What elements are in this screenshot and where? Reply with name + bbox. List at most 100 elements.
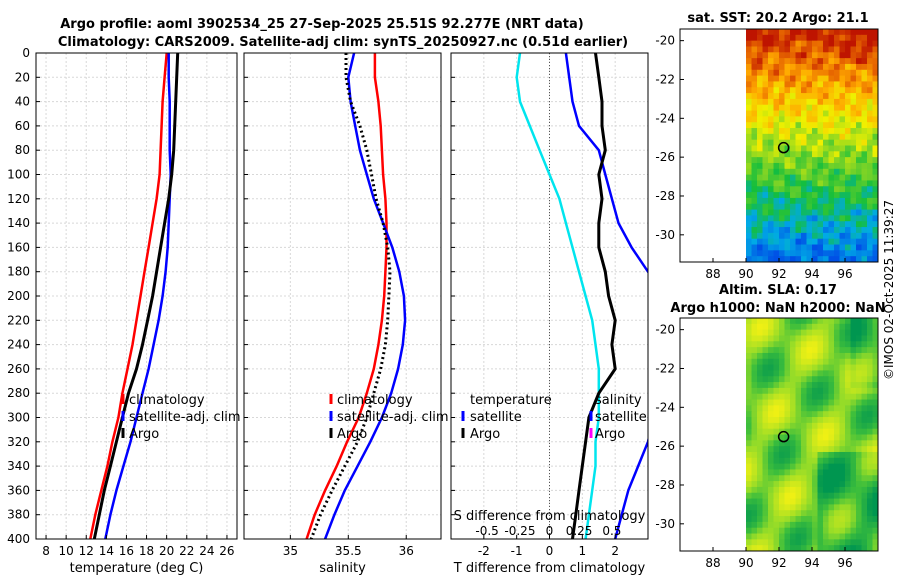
map-cell — [867, 347, 873, 354]
map-cell — [762, 347, 769, 354]
map-cell — [768, 422, 774, 430]
map-cell — [801, 422, 807, 430]
map-cell — [801, 52, 807, 59]
map-cell — [751, 486, 758, 494]
map-cell — [751, 186, 758, 193]
map-cell — [823, 192, 829, 199]
map-cell — [861, 335, 868, 342]
map-cell — [773, 440, 780, 447]
map-cell — [845, 329, 851, 336]
map-cell — [757, 250, 763, 257]
map-cell — [812, 323, 818, 331]
map-cell — [746, 387, 752, 395]
map-cell — [839, 63, 846, 71]
map-cell — [845, 446, 851, 453]
map-cell — [784, 393, 791, 401]
map-cell — [845, 545, 851, 552]
map-cell — [784, 516, 791, 523]
map-cell — [812, 133, 818, 141]
map-cell — [746, 399, 752, 406]
map-cell — [850, 192, 857, 199]
map-cell — [856, 352, 862, 360]
map-cell — [801, 428, 807, 436]
map-cell — [751, 157, 758, 164]
map-cell — [746, 110, 752, 117]
map-cell — [867, 358, 873, 366]
map-cell — [757, 516, 763, 523]
map-cell — [757, 451, 763, 459]
map-cell — [845, 434, 851, 441]
map-cell — [823, 516, 829, 523]
map-cell — [812, 469, 818, 476]
map-cell — [806, 521, 813, 529]
map-cell — [790, 405, 796, 412]
map-cell — [823, 335, 829, 342]
map-cell — [834, 498, 840, 505]
map-cell — [828, 209, 835, 216]
map-cell — [828, 215, 835, 222]
map-cell — [773, 527, 780, 535]
y-tick-label: 220 — [7, 313, 30, 327]
x-tick-label: 35 — [283, 544, 298, 558]
map-cell — [762, 250, 769, 257]
map-cell — [812, 516, 818, 523]
map-cell — [757, 411, 763, 418]
map-cell — [834, 545, 840, 552]
map-cell — [817, 516, 824, 523]
map-cell — [784, 227, 791, 234]
map-cell — [795, 250, 802, 257]
map-cell — [751, 98, 758, 106]
map-cell — [817, 422, 824, 430]
map-cell — [801, 527, 807, 535]
map-cell — [757, 29, 763, 36]
map-cell — [762, 157, 769, 164]
map-cell — [867, 417, 873, 424]
map-cell — [839, 358, 846, 366]
map-cell — [801, 104, 807, 112]
map-cell — [839, 521, 846, 529]
legend-label: Argo — [470, 427, 500, 442]
map-cell — [801, 192, 807, 199]
map-cell — [801, 417, 807, 424]
map-cell — [784, 504, 791, 511]
map-cell — [768, 335, 774, 342]
map-cell — [762, 510, 769, 517]
map-cell — [828, 133, 835, 141]
map-cell — [784, 139, 791, 147]
map-cell — [834, 323, 840, 331]
map-cell — [812, 128, 818, 135]
map-cell — [746, 527, 752, 535]
map-cell — [790, 329, 796, 336]
map-cell — [861, 174, 868, 181]
map-cell — [856, 221, 862, 228]
map-cell — [839, 174, 846, 181]
map-cell — [861, 58, 868, 65]
map-cell — [845, 533, 851, 540]
map-cell — [812, 52, 818, 59]
y-tick-label: 120 — [7, 192, 30, 206]
map-cell — [856, 446, 862, 453]
map-cell — [768, 347, 774, 354]
map-cell — [795, 29, 802, 36]
map-cell — [773, 451, 780, 459]
map-cell — [779, 197, 785, 205]
map-cell — [779, 151, 785, 158]
map-cell — [861, 399, 868, 406]
map-cell — [850, 504, 857, 511]
map-cell — [872, 221, 879, 228]
map-cell — [856, 93, 862, 100]
map-cell — [823, 232, 829, 240]
map-title: sat. SST: 20.2 Argo: 21.1 — [687, 11, 868, 26]
map-cell — [856, 469, 862, 476]
map-cell — [795, 457, 802, 465]
map-cell — [806, 98, 813, 106]
map-cell — [801, 492, 807, 500]
map-cell — [861, 486, 868, 494]
map-cell — [861, 63, 868, 71]
map-cell — [795, 387, 802, 395]
map-cell — [872, 358, 879, 366]
map-cell — [861, 358, 868, 366]
map-cell — [817, 174, 824, 181]
map-cell — [790, 203, 796, 211]
map-cell — [850, 446, 857, 453]
